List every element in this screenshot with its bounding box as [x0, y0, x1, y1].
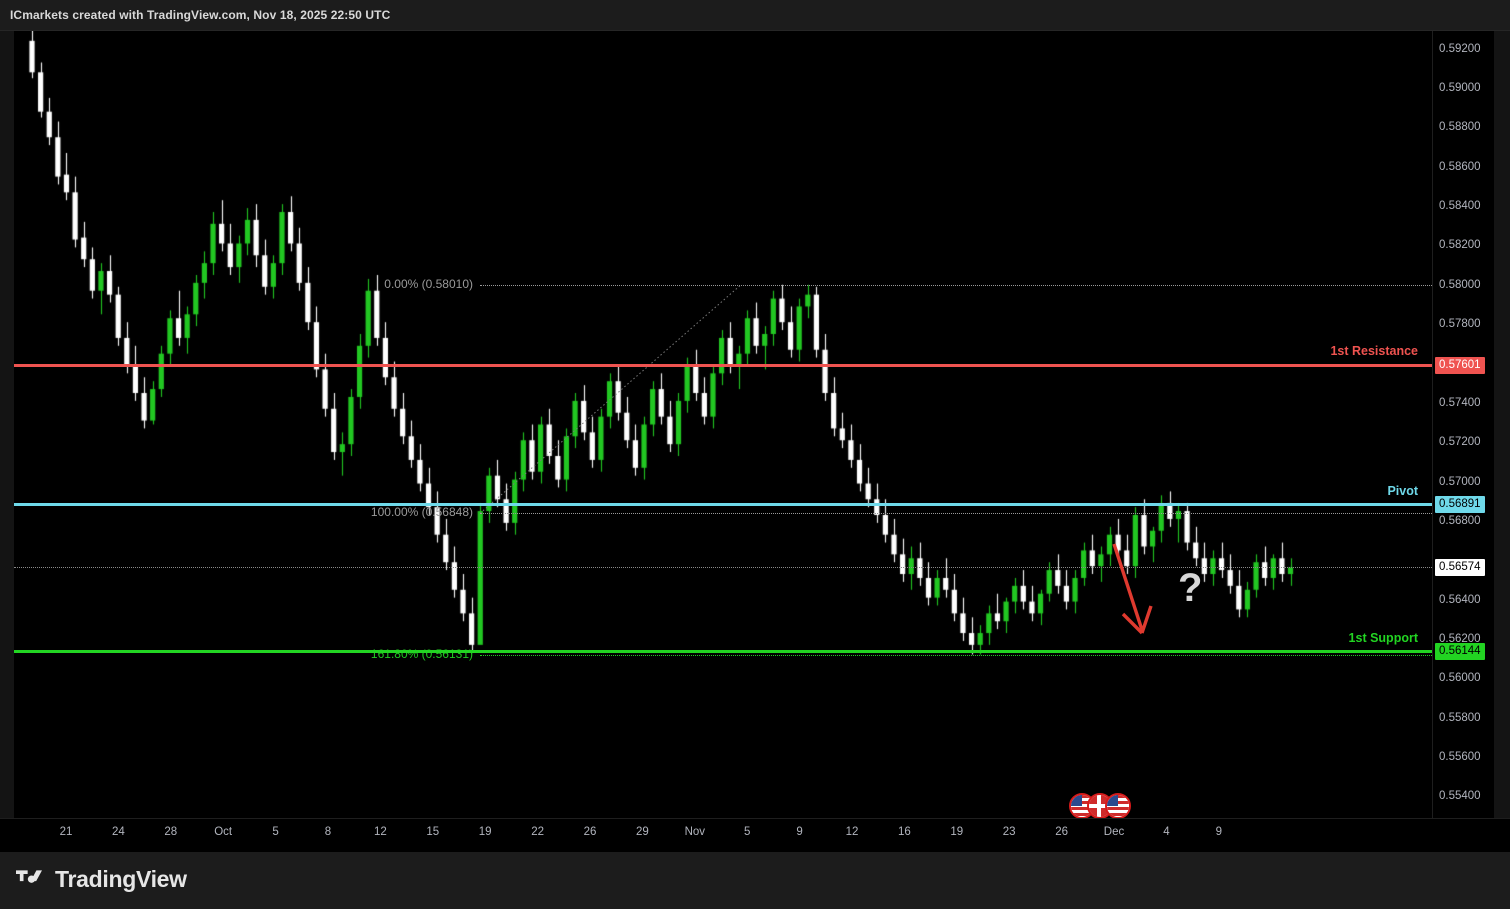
time-tick: 8: [324, 826, 332, 838]
level-label: Pivot: [1387, 483, 1418, 498]
level-line[interactable]: [14, 650, 1432, 654]
level-line[interactable]: [14, 503, 1432, 507]
price-tick: 0.57200: [1439, 436, 1481, 449]
current-price-tag: 0.56574: [1435, 558, 1485, 576]
chart-header: ICmarkets created with TradingView.com, …: [0, 0, 1510, 31]
fibonacci-level-line: [480, 284, 1432, 286]
fibonacci-level-line: [480, 513, 1432, 515]
price-tick: 0.58400: [1439, 200, 1481, 213]
price-tick: 0.59000: [1439, 82, 1481, 95]
candlestick-series: [14, 31, 1432, 818]
question-mark-annotation: ?: [1178, 566, 1203, 610]
time-axis[interactable]: 21 24 28 Oct 5 8 12 15 19 22 26 29 Nov 5 9 12 16 19 23 26 De…: [0, 818, 1510, 852]
level-price-tag: 0.56891: [1435, 496, 1485, 514]
fibonacci-level-line: [480, 654, 1432, 656]
chart-plot-area[interactable]: 0.00% (0.58010) 100.00% (0.56848) 161.80% …: [14, 31, 1432, 818]
tradingview-wordmark: TradingView: [55, 866, 187, 892]
price-tick: 0.55800: [1439, 711, 1481, 724]
price-axis[interactable]: 0.59200 0.59000 0.58800 0.58600 0.58400 0.582…: [1432, 31, 1494, 818]
current-price-line: [14, 567, 1432, 569]
level-label: 1st Support: [1348, 630, 1418, 645]
time-tick: 5: [743, 826, 751, 838]
price-tick: 0.57400: [1439, 396, 1481, 409]
level-price-tag: 0.57601: [1435, 356, 1485, 374]
time-tick: 4: [1163, 826, 1170, 838]
price-tick: 0.59200: [1439, 42, 1481, 55]
time-tick: 29: [635, 826, 649, 838]
price-axis-edge: [1494, 31, 1510, 818]
fibonacci-level-label: 100.00% (0.56848): [370, 505, 473, 520]
time-tick: 26: [1055, 826, 1068, 838]
time-tick: 16: [897, 826, 911, 838]
time-tick: 12: [373, 826, 387, 838]
time-tick: 26: [583, 826, 597, 838]
chart-footer: TradingView: [0, 852, 1510, 909]
left-gutter: [0, 31, 14, 818]
price-tick: 0.56800: [1439, 514, 1481, 527]
price-tick: 0.56400: [1439, 593, 1481, 606]
price-tick: 0.58200: [1439, 239, 1481, 252]
price-tick: 0.55400: [1439, 790, 1481, 803]
time-tick: Dec: [1103, 826, 1125, 838]
price-tick: 0.58600: [1439, 160, 1481, 173]
time-tick: 9: [1215, 826, 1222, 838]
level-line[interactable]: [14, 363, 1432, 367]
price-tick: 0.57800: [1439, 318, 1481, 331]
time-tick: Nov: [684, 826, 706, 838]
fibonacci-level-label: 0.00% (0.58010): [384, 276, 473, 291]
price-tick: 0.56000: [1439, 672, 1481, 685]
price-tick: 0.56200: [1439, 632, 1481, 645]
time-tick: 19: [950, 826, 964, 838]
chart-attribution-text: ICmarkets created with TradingView.com, …: [10, 8, 391, 22]
time-tick: 21: [59, 826, 73, 838]
time-tick: 15: [426, 826, 440, 838]
time-tick: 28: [164, 826, 178, 838]
time-tick: 9: [796, 826, 803, 838]
time-tick: 23: [1002, 826, 1016, 838]
price-tick: 0.58000: [1439, 278, 1481, 291]
time-tick: 24: [111, 826, 125, 838]
time-tick: 5: [272, 826, 279, 838]
tradingview-logo: TradingView: [16, 866, 187, 893]
fibonacci-level-label: 161.80% (0.56131): [370, 646, 473, 661]
level-price-tag: 0.56144: [1435, 643, 1485, 661]
tradingview-mark-icon: [16, 870, 42, 883]
economic-event-badge-us[interactable]: [1105, 793, 1131, 818]
time-tick: 22: [531, 826, 544, 838]
price-tick: 0.58800: [1439, 121, 1481, 134]
economic-event-badges[interactable]: [1069, 793, 1131, 818]
time-tick: 19: [478, 826, 492, 838]
time-tick: Oct: [214, 826, 233, 838]
time-tick: 12: [845, 826, 859, 838]
level-label: 1st Resistance: [1330, 344, 1418, 359]
price-tick: 0.57000: [1439, 475, 1481, 488]
price-tick: 0.55600: [1439, 750, 1481, 763]
